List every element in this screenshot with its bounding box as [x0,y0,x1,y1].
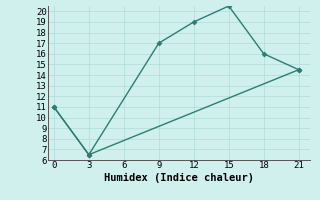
X-axis label: Humidex (Indice chaleur): Humidex (Indice chaleur) [104,173,254,183]
